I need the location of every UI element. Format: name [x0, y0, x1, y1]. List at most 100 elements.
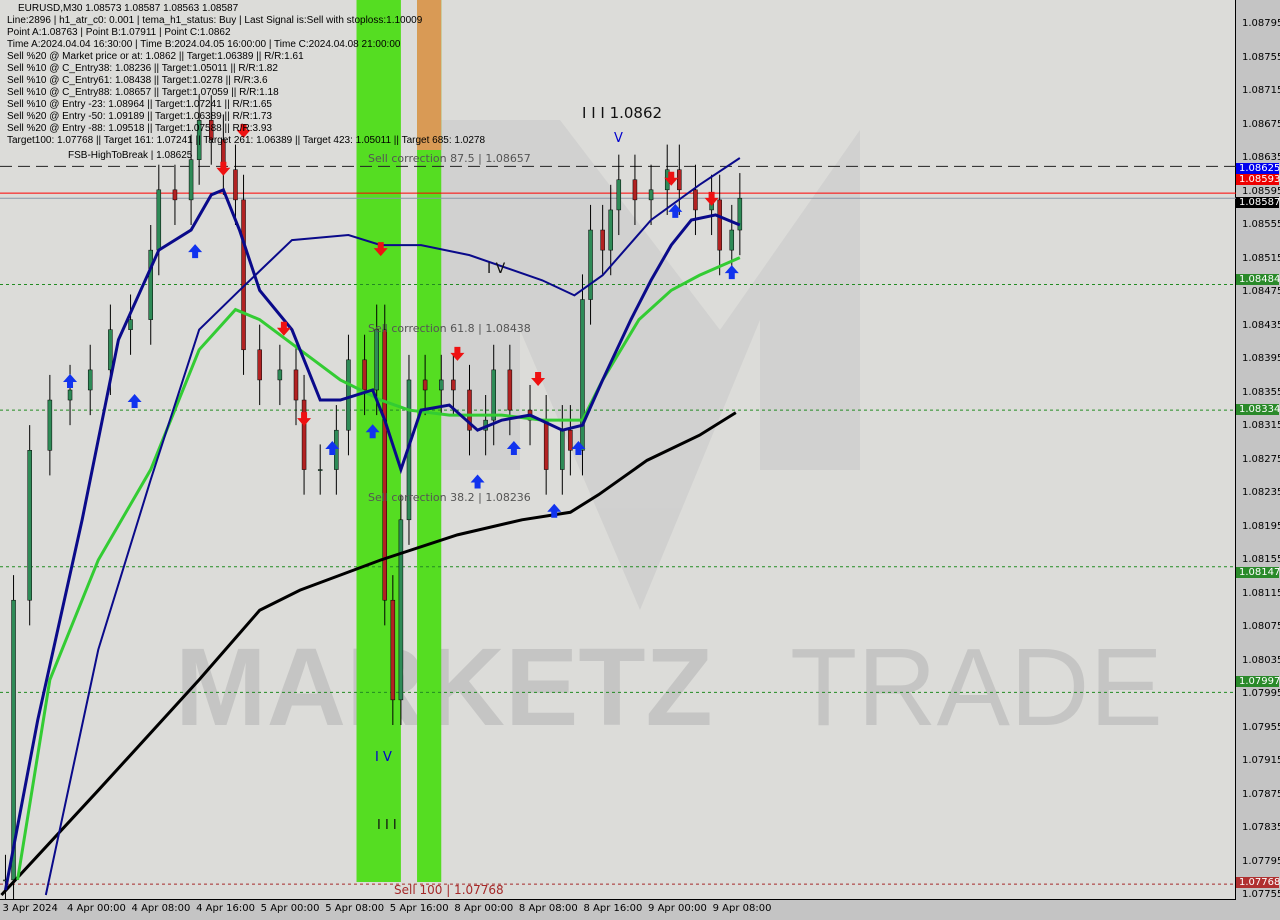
candle-body [108, 329, 113, 371]
info-line: Line:2896 | h1_atr_c0: 0.001 | tema_h1_s… [7, 15, 423, 26]
candle-body [156, 189, 162, 251]
time-tick-label: 5 Apr 16:00 [389, 903, 449, 914]
candle-body [507, 369, 513, 411]
signal-zone [356, 0, 401, 882]
candle-body [616, 179, 622, 211]
info-line: Point A:1.08763 | Point B:1.07911 | Poin… [7, 27, 231, 38]
info-line: Sell %20 @ Entry -88: 1.09518 || Target:… [7, 123, 272, 134]
price-badge-level: 1.07997 [1236, 676, 1280, 687]
price-badge-fsb: 1.08625 [1236, 163, 1280, 174]
time-tick-label: 9 Apr 08:00 [712, 903, 772, 914]
candle-body [580, 299, 585, 451]
candle-body [677, 169, 682, 191]
chart-plot-area[interactable]: MARKETZ TRADE [0, 0, 1236, 900]
price-tick-label: 1.07795 [1242, 855, 1280, 867]
candle-body [588, 229, 593, 300]
candle-body [67, 389, 73, 401]
time-tick-label: 4 Apr 00:00 [67, 903, 126, 914]
candle-body [543, 419, 549, 470]
sell-correction-618: Sell correction 61.8 | 1.08438 [368, 322, 531, 335]
candle-body [491, 369, 496, 421]
info-line: Sell %10 @ C_Entry38: 1.08236 || Target:… [7, 63, 278, 74]
watermark: MARKETZ TRADE [175, 120, 1163, 749]
buy-arrow-icon [63, 373, 78, 388]
price-badge-level: 1.08484 [1236, 274, 1280, 285]
time-tick-label: 4 Apr 16:00 [196, 903, 255, 914]
candle-body [600, 229, 605, 251]
moving-average-line [0, 411, 737, 897]
price-tick-label: 1.08315 [1242, 420, 1280, 431]
info-line: Sell %10 @ Entry -23: 1.08964 || Target:… [7, 99, 272, 110]
price-chart[interactable]: MARKETZ TRADE [0, 0, 1236, 900]
candle-body [128, 319, 133, 330]
price-tick-label: 1.08195 [1242, 520, 1280, 532]
price-tick-label: 1.08595 [1242, 185, 1280, 197]
sell-correction-875: Sell correction 87.5 | 1.08657 [368, 152, 531, 165]
price-badge-target: 1.07768 [1236, 877, 1280, 888]
candle-body [317, 469, 323, 471]
price-tick-label: 1.07995 [1242, 688, 1280, 699]
candle-body [188, 159, 194, 201]
sell-arrow-icon [450, 346, 465, 361]
candle-body [737, 197, 743, 231]
candle-body [451, 379, 456, 391]
buy-arrow-icon [668, 203, 683, 218]
price-badge-level: 1.08334 [1236, 404, 1280, 415]
price-badge-bid-line: 1.08593 [1236, 174, 1280, 185]
info-line: Sell %20 @ Entry -50: 1.09189 || Target:… [7, 111, 272, 122]
candle-body [27, 450, 32, 601]
candle-body [148, 249, 153, 320]
info-line: Sell %10 @ C_Entry88: 1.08657 || Target:… [7, 87, 279, 98]
candle-body [382, 329, 388, 601]
buy-arrow-icon [127, 394, 142, 409]
price-badge-level: 1.08147 [1236, 567, 1280, 578]
candle-body [693, 189, 698, 211]
price-tick-label: 1.08275 [1242, 453, 1280, 465]
price-tick-label: 1.08715 [1242, 85, 1280, 96]
price-tick-label: 1.08435 [1242, 319, 1280, 331]
candle-body [196, 120, 202, 160]
time-tick-label: 3 Apr 2024 [2, 903, 58, 914]
symbol-ohlc: EURUSD,M30 1.08573 1.08587 1.08563 1.085… [18, 3, 239, 14]
wave-4-label: I V [487, 261, 506, 277]
price-tick-label: 1.08235 [1242, 487, 1280, 498]
price-tick-label: 1.07755 [1242, 889, 1280, 900]
candle-body [560, 429, 565, 470]
sell-arrow-icon [531, 371, 546, 386]
info-line: Sell %20 @ Market price or at: 1.0862 ||… [7, 51, 304, 62]
buy-arrow-icon [724, 265, 739, 280]
buy-arrow-icon [470, 474, 485, 489]
sell-arrow-icon [236, 124, 251, 139]
time-tick-label: 8 Apr 08:00 [518, 903, 578, 914]
price-tick-label: 1.08675 [1242, 118, 1280, 130]
candle-body [241, 199, 246, 351]
candle-body [568, 429, 573, 451]
candle-body [422, 379, 428, 391]
price-badge-current: 1.08587 [1236, 197, 1280, 208]
candle-body [293, 369, 299, 401]
buy-arrow-icon [547, 503, 562, 518]
buy-arrow-icon [325, 440, 340, 455]
price-tick-label: 1.07955 [1242, 721, 1280, 733]
info-line: Sell %10 @ C_Entry61: 1.08438 || Target:… [7, 75, 268, 86]
sell-arrow-icon [704, 191, 719, 206]
sell-correction-382: Sell correction 38.2 | 1.08236 [368, 491, 531, 504]
sell-arrow-icon [297, 412, 312, 427]
info-line: Target100: 1.07768 || Target 161: 1.0724… [7, 135, 486, 146]
price-tick-label: 1.08075 [1242, 621, 1280, 632]
candle-body [257, 349, 262, 381]
time-tick-label: 5 Apr 00:00 [260, 903, 320, 914]
wave-5-label: V [614, 131, 623, 146]
candle-body [172, 189, 178, 201]
moving-average-line [16, 256, 741, 881]
candle-body [346, 359, 351, 431]
buy-arrow-icon [188, 244, 203, 259]
candle-body [608, 209, 613, 251]
buy-arrow-icon [365, 424, 380, 439]
price-tick-label: 1.08155 [1242, 554, 1280, 565]
time-tick-label: 5 Apr 08:00 [325, 903, 385, 914]
candle-body [439, 379, 444, 391]
wave-3-low-label: I I I [377, 818, 397, 833]
watermark-text: MARKETZ [175, 626, 713, 749]
price-tick-label: 1.08795 [1242, 18, 1280, 29]
